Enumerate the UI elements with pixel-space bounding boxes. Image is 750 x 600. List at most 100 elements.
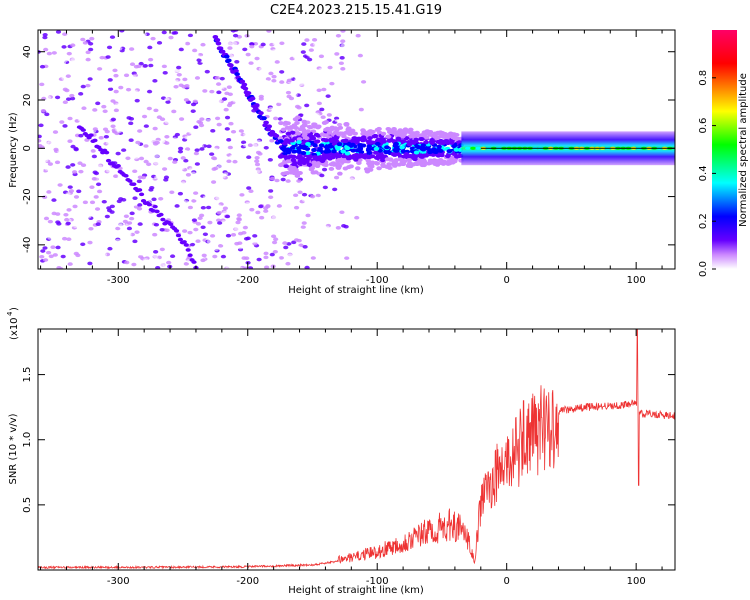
- heatmap-cell: [321, 87, 327, 92]
- heatmap-cell: [193, 191, 199, 195]
- heatmap-cell: [296, 77, 303, 81]
- heatmap-cell: [135, 262, 142, 266]
- heatmap-cell: [355, 33, 361, 38]
- heatmap-cell: [337, 184, 344, 189]
- heatmap-cell: [47, 236, 53, 240]
- heatmap-cell: [215, 218, 222, 223]
- heatmap-cell: [227, 46, 233, 50]
- heatmap-cell: [163, 178, 169, 182]
- heatmap-cell: [183, 158, 189, 163]
- heatmap-cell: [227, 257, 233, 262]
- heatmap-cell: [258, 250, 265, 255]
- heatmap-cell: [190, 102, 197, 107]
- heatmap-cell: [338, 61, 344, 66]
- heatmap-cell: [61, 144, 67, 149]
- heatmap-cell: [314, 112, 320, 117]
- tone-band-cell: [313, 139, 320, 144]
- heatmap-cell: [192, 207, 199, 212]
- tone-band-cell: [427, 132, 433, 137]
- heatmap-cell: [226, 85, 232, 89]
- snr-x-tick-label: 0: [503, 576, 509, 587]
- heatmap-cell: [279, 47, 285, 52]
- heatmap-cell: [343, 62, 349, 67]
- heatmap-cell: [153, 254, 159, 259]
- heatmap-cell: [46, 147, 52, 152]
- heatmap-cell: [148, 224, 154, 228]
- heatmap-cell: [198, 123, 205, 128]
- heatmap-cell: [221, 97, 228, 101]
- heatmap-cell: [91, 177, 97, 181]
- tone-band-cell: [433, 158, 440, 163]
- heatmap-cell: [44, 167, 50, 171]
- heatmap-cell: [57, 83, 63, 87]
- tone-band-cell: [305, 129, 311, 134]
- colorbar-label: Normalized spectral amplitude: [738, 73, 749, 227]
- heatmap-cell: [277, 99, 283, 104]
- heatmap-cell: [51, 98, 57, 103]
- heatmap-cell: [196, 58, 202, 62]
- tone-band-cell: [429, 137, 435, 142]
- heatmap-cell: [207, 63, 213, 67]
- heatmap-cell: [169, 102, 175, 106]
- heatmap-cell: [156, 169, 162, 174]
- heatmap-cell: [263, 58, 269, 63]
- heatmap-cell: [85, 50, 91, 55]
- heatmap-cell: [121, 251, 127, 255]
- tone-band-cell: [400, 149, 407, 154]
- heatmap-cell: [126, 226, 133, 231]
- heatmap-cell: [78, 169, 84, 174]
- heatmap-cell: [242, 213, 248, 218]
- heatmap-cell: [237, 241, 243, 245]
- heatmap-frame: [37, 29, 676, 270]
- heatmap-cell: [283, 101, 289, 106]
- tone-band-cell: [296, 140, 302, 145]
- tone-band-cell: [390, 152, 397, 157]
- heatmap-cell: [199, 213, 205, 218]
- diagonal-trace-cell: [175, 233, 182, 238]
- tone-band-cell: [352, 131, 359, 136]
- heatmap-cell: [200, 42, 206, 47]
- tone-band-cell: [296, 150, 302, 155]
- heatmap-cell: [150, 36, 156, 41]
- heatmap-cell: [319, 235, 325, 240]
- tone-band-cell: [300, 150, 307, 155]
- diagonal-trace-cell: [80, 128, 86, 132]
- heatmap-cell: [113, 108, 119, 113]
- heatmap-cell: [115, 151, 121, 156]
- heatmap-cell: [121, 151, 127, 156]
- heatmap-cell: [263, 251, 269, 256]
- heatmap-cell: [263, 209, 269, 213]
- heatmap-cell: [192, 99, 198, 104]
- heatmap-cell: [98, 136, 104, 140]
- heatmap-cell: [249, 207, 255, 212]
- heatmap-cell: [188, 223, 195, 228]
- tone-band-cell: [365, 131, 371, 136]
- heatmap-cell: [232, 159, 238, 164]
- heatmap-cell: [133, 252, 139, 256]
- diagonal-trace-cell: [115, 164, 121, 168]
- figure-title: C2E4.2023.215.15.41.G19: [270, 3, 442, 18]
- heatmap-cell: [229, 154, 235, 159]
- heatmap-cell: [194, 148, 200, 152]
- heatmap-cell: [227, 176, 234, 180]
- heatmap-cell: [227, 145, 233, 150]
- heatmap-cell: [269, 176, 276, 181]
- heatmap-cell: [200, 258, 206, 263]
- heatmap-cell: [197, 216, 203, 221]
- heatmap-cell: [188, 192, 195, 196]
- heatmap-cell: [312, 176, 318, 180]
- heatmap-cell: [131, 75, 137, 79]
- heatmap-cell: [195, 36, 201, 41]
- heatmap-cell: [318, 67, 324, 72]
- heatmap-cell: [194, 196, 200, 201]
- heatmap-cell: [112, 219, 119, 223]
- heatmap-x-tick-label: 100: [627, 275, 646, 286]
- heatmap-cell: [351, 123, 357, 128]
- heatmap-cell: [119, 68, 125, 72]
- heatmap-cell: [236, 217, 242, 222]
- heatmap-cell: [93, 77, 99, 82]
- heatmap-cell: [133, 266, 140, 269]
- heatmap-marks: [38, 30, 675, 269]
- tone-band-cell: [419, 137, 425, 142]
- heatmap-cell: [141, 114, 148, 119]
